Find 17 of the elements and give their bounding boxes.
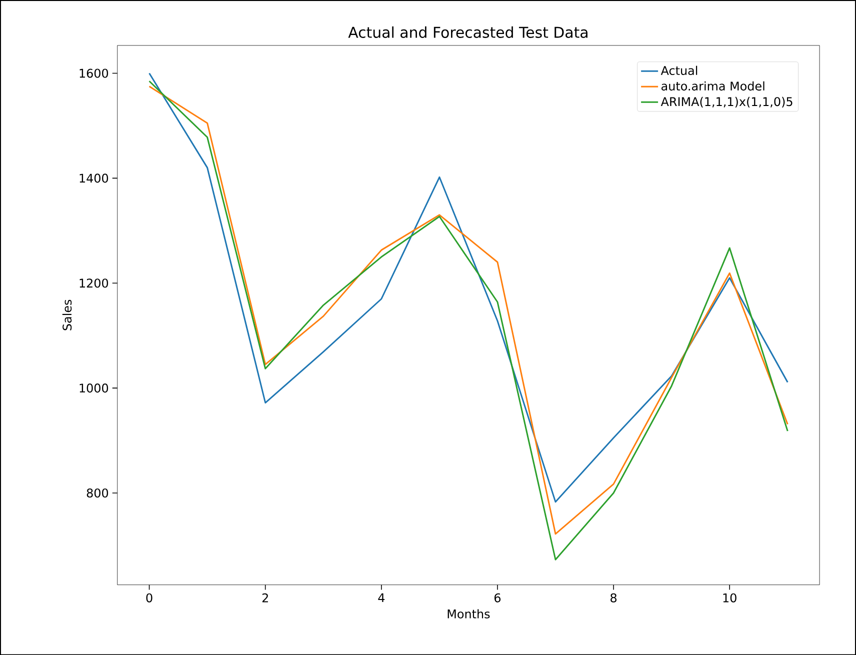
- x-tick-label: 2: [262, 593, 268, 602]
- x-axis-title: Months: [448, 609, 490, 618]
- y-tick-label: 800: [86, 488, 108, 498]
- x-tick-label: 8: [610, 593, 617, 602]
- y-axis-title: Sales: [62, 300, 72, 330]
- x-tick-label: 10: [723, 593, 736, 602]
- x-tick-label: 6: [494, 593, 501, 602]
- y-tick-label: 1200: [80, 278, 108, 288]
- y-tick-label: 1400: [80, 174, 108, 183]
- y-tick-label: 1600: [80, 68, 108, 78]
- legend-label: auto.arima Model: [662, 81, 764, 90]
- x-tick-label: 4: [378, 593, 385, 602]
- x-tick-label: 0: [146, 593, 152, 602]
- chart-title: Actual and Forecasted Test Data: [348, 26, 588, 38]
- legend-label: ARIMA(1,1,1)x(1,1,0)5: [660, 96, 792, 108]
- y-tick-label: 1000: [80, 383, 108, 392]
- legend-label: Actual: [660, 66, 698, 75]
